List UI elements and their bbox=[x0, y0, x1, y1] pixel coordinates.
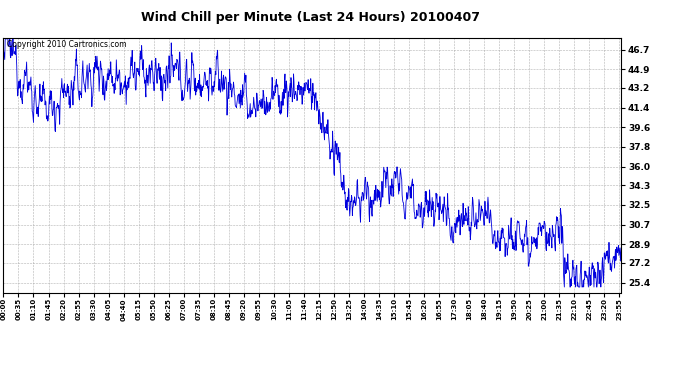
Text: Wind Chill per Minute (Last 24 Hours) 20100407: Wind Chill per Minute (Last 24 Hours) 20… bbox=[141, 11, 480, 24]
Text: Copyright 2010 Cartronics.com: Copyright 2010 Cartronics.com bbox=[6, 40, 126, 49]
